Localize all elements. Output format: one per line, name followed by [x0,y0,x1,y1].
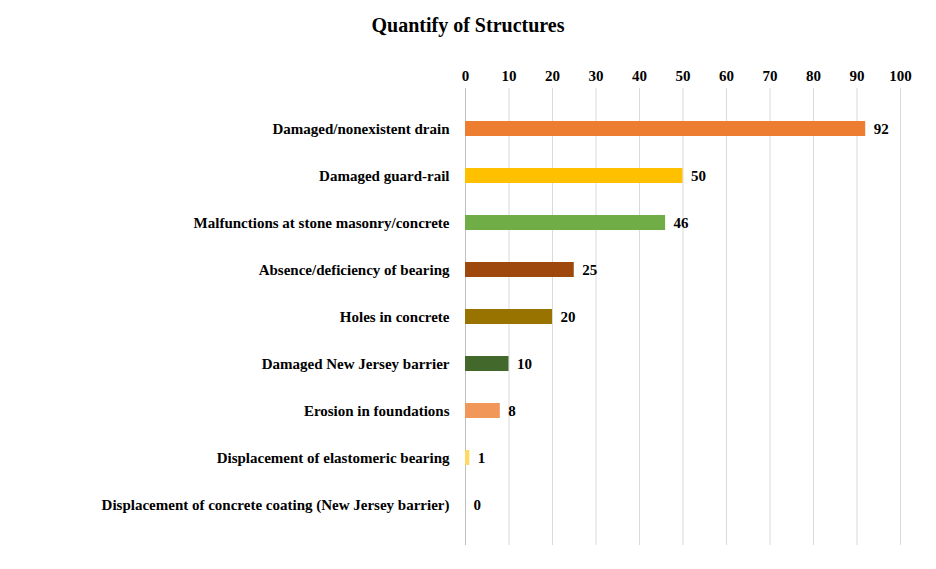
svg-text:30: 30 [589,68,604,84]
svg-text:Displacement of elastomeric be: Displacement of elastomeric bearing [217,450,450,466]
svg-text:0: 0 [474,497,482,513]
svg-text:Damaged New Jersey barrier: Damaged New Jersey barrier [262,356,450,372]
svg-text:40: 40 [632,68,647,84]
svg-text:0: 0 [462,68,470,84]
svg-text:8: 8 [508,403,516,419]
svg-text:70: 70 [763,68,778,84]
svg-text:92: 92 [874,121,889,137]
svg-text:Malfunctions at stone masonry/: Malfunctions at stone masonry/concrete [194,215,450,231]
svg-text:25: 25 [582,262,597,278]
svg-text:80: 80 [806,68,821,84]
svg-text:Holes in concrete: Holes in concrete [340,309,450,325]
html-text:Quantify of Structures: Quantify of Structures [371,14,565,36]
svg-text:Displacement of concrete coati: Displacement of concrete coating (New Je… [102,497,450,514]
svg-text:90: 90 [850,68,865,84]
svg-text:Damaged/nonexistent drain: Damaged/nonexistent drain [272,121,450,137]
svg-text:20: 20 [561,309,576,325]
svg-text:50: 50 [691,168,706,184]
svg-text:60: 60 [719,68,734,84]
svg-text:46: 46 [674,215,690,231]
svg-text:10: 10 [517,356,532,372]
svg-text:Damaged guard-rail: Damaged guard-rail [319,168,449,184]
svg-text:1: 1 [478,450,486,466]
svg-text:100: 100 [889,68,912,84]
svg-text:Absence/deficiency of bearing: Absence/deficiency of bearing [259,262,450,278]
svg-text:10: 10 [502,68,517,84]
svg-text:Erosion in foundations: Erosion in foundations [304,403,450,419]
svg-text:20: 20 [545,68,560,84]
svg-text:50: 50 [676,68,691,84]
